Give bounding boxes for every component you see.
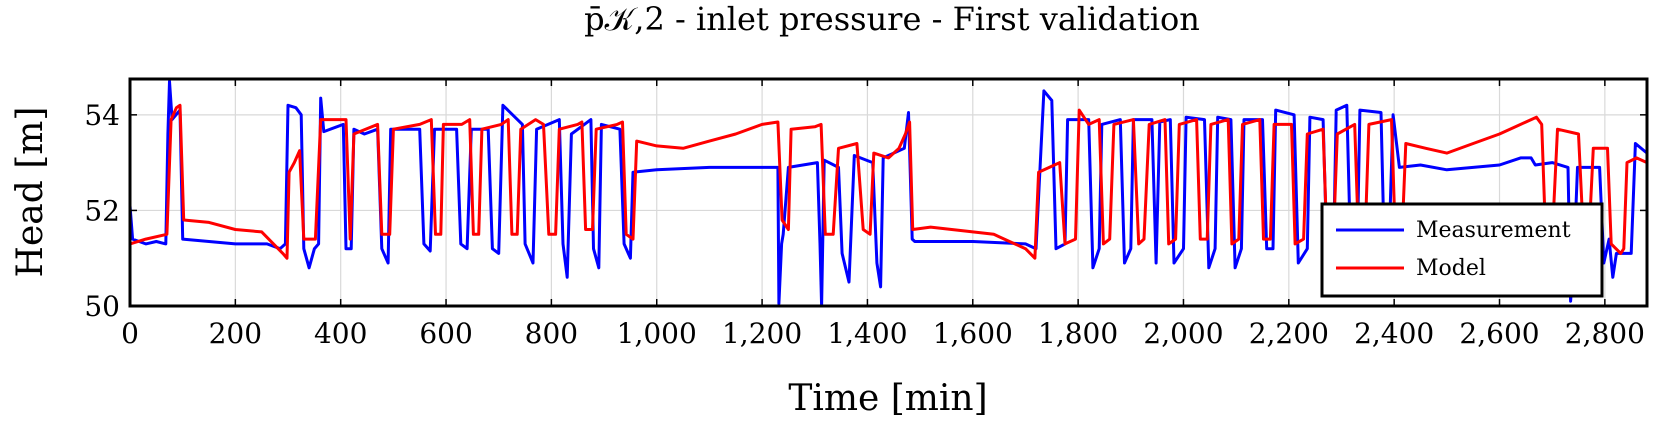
chart-title: p̄𝒦,2 - inlet pressure - First validatio… <box>584 0 1200 38</box>
legend-label-measurement: Measurement <box>1416 218 1571 243</box>
y-tick-label: 50 <box>84 290 120 323</box>
x-tick-label: 1,000 <box>617 317 697 350</box>
x-tick-label: 2,200 <box>1249 317 1329 350</box>
x-axis-label: Time [min] <box>788 378 987 419</box>
legend-box <box>1320 202 1604 298</box>
x-tick-label: 800 <box>525 317 578 350</box>
x-tick-label: 0 <box>121 317 139 350</box>
x-tick-label: 2,600 <box>1459 317 1539 350</box>
x-tick-label: 1,400 <box>827 317 907 350</box>
plot-frame <box>128 77 1649 308</box>
y-tick-label: 54 <box>84 99 120 132</box>
x-tick-label: 1,800 <box>1038 317 1118 350</box>
x-tick-label: 600 <box>419 317 472 350</box>
y-tick-label: 52 <box>84 194 120 227</box>
x-tick-label: 2,800 <box>1565 317 1645 350</box>
x-tick-label: 2,000 <box>1143 317 1223 350</box>
x-axis: 0 200 400 600 800 1,000 1,200 1,400 1,600 1,800 2,… <box>121 79 1645 350</box>
x-tick-label: 1,600 <box>933 317 1013 350</box>
y-axis-label: Head [m] <box>10 107 51 278</box>
y-axis: 50 52 54 <box>84 99 1647 323</box>
series-line-model <box>129 103 1648 260</box>
legend-label-model: Model <box>1416 256 1486 281</box>
x-tick-label: 200 <box>209 317 262 350</box>
x-tick-label: 2,400 <box>1354 317 1434 350</box>
x-tick-label: 1,200 <box>722 317 802 350</box>
x-tick-label: 400 <box>314 317 367 350</box>
legend: Measurement Model <box>1320 202 1604 298</box>
